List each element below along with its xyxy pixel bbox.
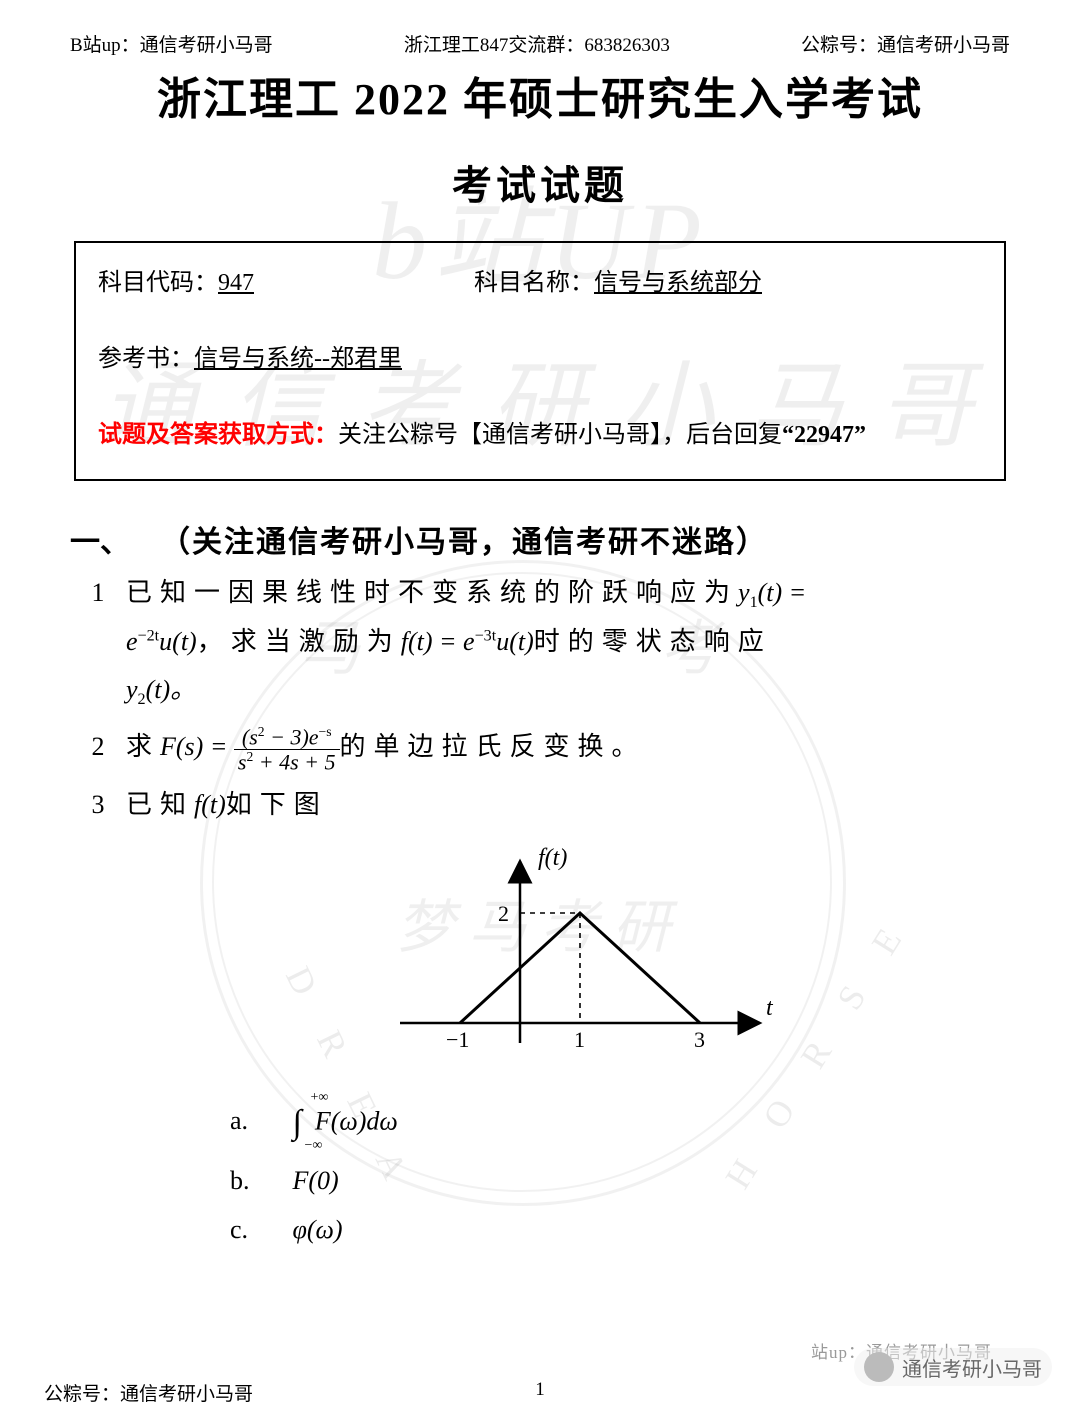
info-box: 科目代码：947 科目名称：信号与系统部分 参考书：信号与系统--郑君里 试题及… bbox=[74, 241, 1006, 481]
question-2: 2 求F(s) = (s2 − 3)e−s s2 + 4s + 5 的单边拉氏反… bbox=[70, 723, 1010, 773]
question-body: 求F(s) = (s2 − 3)e−s s2 + 4s + 5 的单边拉氏反变换… bbox=[126, 723, 1010, 773]
x-axis-label: t bbox=[766, 995, 774, 1021]
section-title: （关注通信考研小马哥，通信考研不迷路） bbox=[160, 517, 768, 561]
subquestion-list: a. ∫+∞−∞ F(ω)dω b. F(0) c. φ(ω) bbox=[230, 1091, 1010, 1254]
xtick-neg1: −1 bbox=[446, 1027, 469, 1052]
question-number: 2 bbox=[70, 723, 126, 773]
y-axis-label: f(t) bbox=[538, 845, 567, 871]
integral-icon: ∫+∞−∞ bbox=[293, 1091, 302, 1156]
title-sub: 考试试题 bbox=[70, 153, 1010, 211]
question-3: 3 已知f(t)如下图 bbox=[70, 781, 1010, 829]
avatar-icon bbox=[864, 1352, 894, 1382]
subject-code: 科目代码：947 bbox=[98, 265, 254, 301]
question-number: 1 bbox=[70, 569, 126, 715]
header-center: 浙江理工847交流群：683826303 bbox=[404, 30, 670, 57]
title-main: 浙江理工 2022 年硕士研究生入学考试 bbox=[70, 63, 1010, 127]
page-header: B站up：通信考研小马哥 浙江理工847交流群：683826303 公粽号：通信… bbox=[70, 30, 1010, 57]
subquestion-c: c. φ(ω) bbox=[230, 1205, 1010, 1254]
reference-book: 参考书：信号与系统--郑君里 bbox=[98, 341, 982, 377]
question-1: 1 已知一因果线性时不变系统的阶跃响应为y1(t) = e−2tu(t)，求当激… bbox=[70, 569, 1010, 715]
subquestion-a: a. ∫+∞−∞ F(ω)dω bbox=[230, 1091, 1010, 1156]
question-body: 已知f(t)如下图 bbox=[126, 781, 1010, 829]
section-header: 一、 （关注通信考研小马哥，通信考研不迷路） bbox=[70, 517, 1010, 561]
subquestion-b: b. F(0) bbox=[230, 1156, 1010, 1205]
wechat-badge: 通信考研小马哥 bbox=[854, 1348, 1052, 1387]
xtick-1: 1 bbox=[574, 1027, 585, 1052]
ytick-2: 2 bbox=[498, 901, 509, 926]
xtick-3: 3 bbox=[694, 1027, 705, 1052]
header-left: B站up：通信考研小马哥 bbox=[70, 30, 273, 57]
subject-name: 科目名称：信号与系统部分 bbox=[474, 265, 762, 301]
question-number: 3 bbox=[70, 781, 126, 829]
function-graph: f(t) t 2 −1 1 3 bbox=[370, 843, 790, 1073]
answers-howto: 试题及答案获取方式：关注公粽号【通信考研小马哥】，后台回复“22947” bbox=[98, 417, 982, 453]
question-body: 已知一因果线性时不变系统的阶跃响应为y1(t) = e−2tu(t)，求当激励为… bbox=[126, 569, 1010, 715]
header-right: 公粽号：通信考研小马哥 bbox=[801, 30, 1010, 57]
section-number: 一、 bbox=[70, 517, 160, 561]
